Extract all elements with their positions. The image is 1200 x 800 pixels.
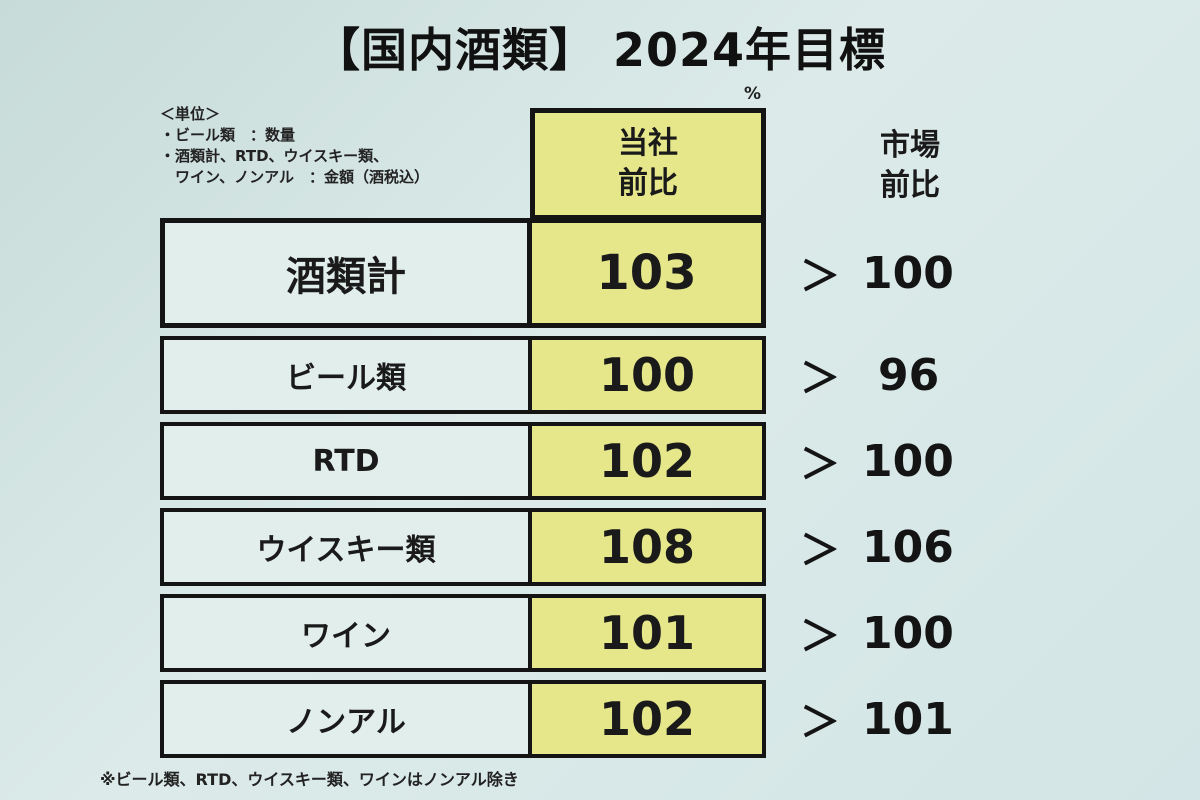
unit-line: ワイン、ノンアル ：金額（酒税込） — [160, 168, 429, 186]
unit-line: ・酒類計、RTD、ウイスキー類、 — [160, 147, 389, 165]
market-value-row: ＞ 100 — [800, 422, 954, 500]
market-header-line: 前比 — [880, 168, 940, 203]
market-yoy-header: 市場 前比 — [845, 126, 975, 206]
company-value: 102 — [532, 422, 766, 500]
market-value-row: ＞ 100 — [800, 218, 954, 328]
company-value: 102 — [532, 680, 766, 758]
company-header-line: 当社 — [618, 126, 678, 161]
row-label: ビール類 — [160, 336, 532, 414]
company-value: 101 — [532, 594, 766, 672]
table-row: ノンアル 102 — [160, 680, 766, 758]
company-value: 108 — [532, 508, 766, 586]
unit-notes: ＜単位＞ ・ビール類 ：数量 ・酒類計、RTD、ウイスキー類、 ワイン、ノンアル… — [160, 104, 429, 188]
unit-line: ・ビール類 ：数量 — [160, 126, 296, 144]
row-label: ウイスキー類 — [160, 508, 532, 586]
table-row-total: 酒類計 103 — [160, 218, 766, 328]
market-value: 101 — [862, 693, 954, 745]
row-label: RTD — [160, 422, 532, 500]
market-value-row: ＞ 100 — [800, 594, 954, 672]
market-value: 100 — [862, 247, 954, 299]
market-value-row: ＞ 101 — [800, 680, 954, 758]
greater-than-sign: ＞ — [800, 700, 840, 746]
page-title: 【国内酒類】 2024年目標 — [313, 23, 887, 77]
market-value: 100 — [862, 435, 954, 487]
percent-mark: % — [744, 84, 762, 104]
market-value: 106 — [862, 521, 954, 573]
greater-than-sign: ＞ — [800, 614, 840, 660]
company-value: 100 — [532, 336, 766, 414]
table-row: ワイン 101 — [160, 594, 766, 672]
market-value-row: ＞ 106 — [800, 508, 954, 586]
greater-than-sign: ＞ — [800, 356, 840, 402]
row-label: ノンアル — [160, 680, 532, 758]
table-row: ウイスキー類 108 — [160, 508, 766, 586]
row-label: ワイン — [160, 594, 532, 672]
greater-than-sign: ＞ — [800, 528, 840, 574]
company-value: 103 — [532, 218, 766, 328]
row-label: 酒類計 — [160, 218, 532, 328]
company-yoy-header: 当社 前比 — [530, 108, 766, 220]
market-value-row: ＞ 96 — [800, 336, 939, 414]
market-value: 96 — [878, 349, 940, 401]
company-header-line: 前比 — [618, 166, 678, 201]
footnote: ※ビール類、RTD、ウイスキー類、ワインはノンアル除き — [100, 770, 519, 789]
table-row: RTD 102 — [160, 422, 766, 500]
unit-heading: ＜単位＞ — [160, 105, 221, 123]
market-header-line: 市場 — [880, 128, 940, 163]
greater-than-sign: ＞ — [800, 442, 840, 488]
greater-than-sign: ＞ — [800, 254, 840, 300]
market-value: 100 — [862, 607, 954, 659]
table-row: ビール類 100 — [160, 336, 766, 414]
